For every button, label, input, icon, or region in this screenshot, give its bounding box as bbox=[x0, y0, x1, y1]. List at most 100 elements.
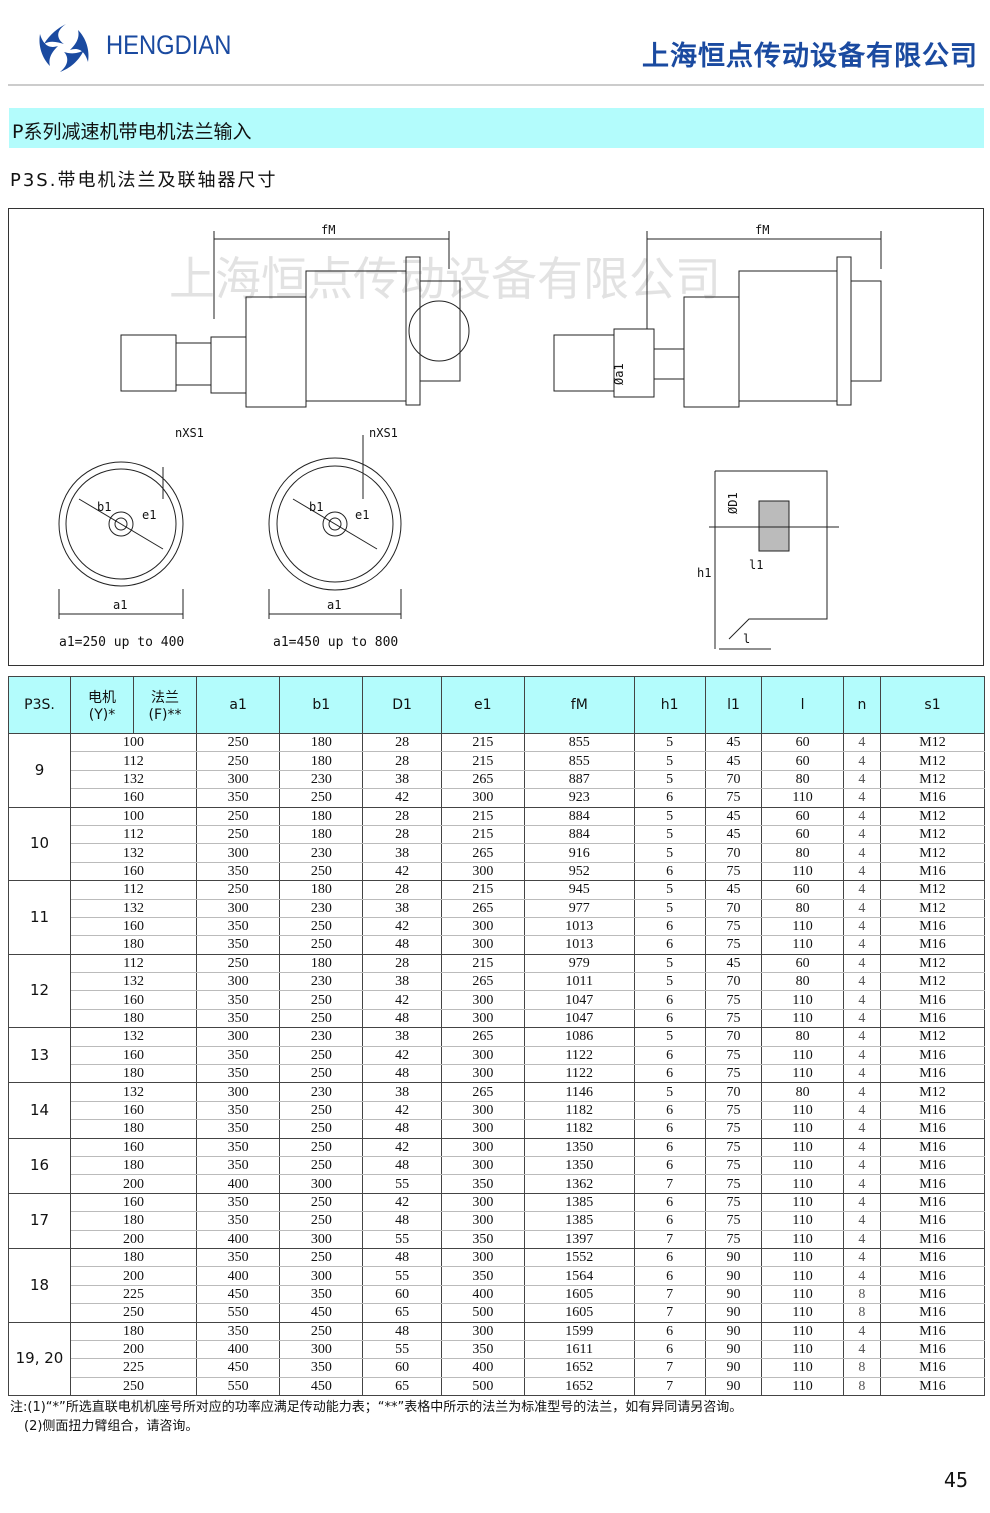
table-cell: 250 bbox=[279, 935, 364, 955]
table-cell: 75 bbox=[704, 935, 763, 955]
table-cell: 42 bbox=[362, 862, 442, 882]
table-cell: 952 bbox=[523, 862, 635, 882]
table-cell: 225 bbox=[70, 1358, 197, 1378]
table-cell: 110 bbox=[761, 788, 844, 808]
header-divider bbox=[8, 84, 984, 86]
table-cell: 300 bbox=[195, 972, 281, 992]
table-cell: 300 bbox=[279, 1230, 364, 1249]
table-cell: 4 bbox=[842, 1248, 882, 1268]
table-cell: 4 bbox=[842, 1266, 882, 1286]
table-cell: 110 bbox=[761, 1285, 844, 1305]
table-cell: 110 bbox=[761, 1046, 844, 1066]
table-cell: 7 bbox=[633, 1303, 706, 1323]
header-p3s: P3S. bbox=[8, 676, 71, 734]
table-cell: 160 bbox=[70, 917, 197, 937]
table-cell: 75 bbox=[704, 1009, 763, 1029]
table-cell: M16 bbox=[880, 788, 985, 808]
table-cell: 350 bbox=[195, 1046, 281, 1066]
dimension-table: P3S. 电机 (Y)* 法兰 (F)** a1 b1 D1 e1 fM h1 l1… bbox=[8, 676, 985, 1397]
table-cell: 350 bbox=[195, 1138, 281, 1157]
table-header-row: P3S. 电机 (Y)* 法兰 (F)** a1 b1 D1 e1 fM h1 l1… bbox=[8, 676, 985, 734]
table-cell: 400 bbox=[195, 1266, 281, 1286]
table-cell: 4 bbox=[842, 825, 882, 845]
table-cell: 28 bbox=[362, 954, 442, 974]
table-cell: 4 bbox=[842, 770, 882, 790]
table-cell: 112 bbox=[70, 954, 197, 974]
table-cell: 1605 bbox=[523, 1303, 635, 1323]
table-cell: 300 bbox=[440, 1138, 525, 1157]
table-cell: 887 bbox=[523, 770, 635, 790]
table-cell: 5 bbox=[633, 751, 706, 771]
table-cell: 75 bbox=[704, 917, 763, 937]
table-cell: 225 bbox=[70, 1285, 197, 1305]
table-cell: 70 bbox=[704, 899, 763, 918]
table-cell: 300 bbox=[440, 1064, 525, 1084]
table-cell: 450 bbox=[195, 1358, 281, 1378]
table-cell: 300 bbox=[195, 843, 281, 863]
table-cell: 60 bbox=[362, 1358, 442, 1378]
table-cell: 300 bbox=[440, 1193, 525, 1213]
table-cell: 8 bbox=[842, 1377, 882, 1397]
table-cell: M16 bbox=[880, 1174, 985, 1194]
table-cell: 42 bbox=[362, 788, 442, 808]
table-cell: 160 bbox=[70, 788, 197, 808]
table-cell: 1652 bbox=[523, 1358, 635, 1378]
table-cell: 350 bbox=[195, 1211, 281, 1231]
table-cell: 132 bbox=[70, 972, 197, 992]
table-cell: M12 bbox=[880, 899, 985, 918]
table-cell: 4 bbox=[842, 1046, 882, 1066]
table-cell: 110 bbox=[761, 862, 844, 882]
table-cell: 250 bbox=[279, 1009, 364, 1029]
table-cell: 250 bbox=[279, 990, 364, 1010]
table-cell: 28 bbox=[362, 807, 442, 826]
table-cell: 350 bbox=[195, 935, 281, 955]
table-cell: 110 bbox=[761, 1064, 844, 1084]
table-row: 112 250 180 28 215 855 5 45 60 4 M12 bbox=[9, 751, 985, 771]
table-cell: 180 bbox=[279, 751, 364, 771]
table-cell: 230 bbox=[279, 770, 364, 790]
table-cell: 38 bbox=[362, 770, 442, 790]
label-l: l bbox=[743, 632, 750, 646]
size-cell: 10 bbox=[8, 807, 71, 882]
table-cell: 400 bbox=[195, 1230, 281, 1249]
table-cell: 45 bbox=[704, 825, 763, 845]
table-row: 180 350 250 48 300 1350 6 75 110 4 M16 bbox=[9, 1156, 985, 1176]
table-cell: 28 bbox=[362, 751, 442, 771]
header-l1: l1 bbox=[704, 676, 763, 734]
table-cell: M12 bbox=[880, 1082, 985, 1102]
table-cell: 75 bbox=[704, 990, 763, 1010]
table-cell: 110 bbox=[761, 1156, 844, 1176]
table-cell: 4 bbox=[842, 1156, 882, 1176]
table-cell: 250 bbox=[70, 1377, 197, 1397]
table-cell: 60 bbox=[761, 825, 844, 845]
table-cell: 4 bbox=[842, 935, 882, 955]
table-cell: 4 bbox=[842, 972, 882, 992]
table-cell: 90 bbox=[704, 1266, 763, 1286]
table-cell: 250 bbox=[279, 1156, 364, 1176]
table-cell: 132 bbox=[70, 843, 197, 863]
table-row: 160 350 250 42 300 1182 6 75 110 4 M16 bbox=[9, 1101, 985, 1121]
table-cell: 4 bbox=[842, 1174, 882, 1194]
table-cell: 1564 bbox=[523, 1266, 635, 1286]
header-fM: fM bbox=[523, 676, 635, 734]
table-cell: 450 bbox=[279, 1377, 364, 1397]
table-cell: 180 bbox=[70, 1009, 197, 1029]
table-cell: 350 bbox=[279, 1358, 364, 1378]
table-cell: M16 bbox=[880, 1248, 985, 1268]
table-cell: 250 bbox=[195, 825, 281, 845]
table-row: 180 350 250 48 300 1013 6 75 110 4 M16 bbox=[9, 935, 985, 955]
table-cell: M16 bbox=[880, 1377, 985, 1397]
table-row: 225 450 350 60 400 1605 7 90 110 8 M16 bbox=[9, 1285, 985, 1305]
table-cell: 979 bbox=[523, 954, 635, 974]
table-cell: 215 bbox=[440, 880, 525, 900]
table-cell: 350 bbox=[195, 1064, 281, 1084]
table-cell: 350 bbox=[195, 917, 281, 937]
table-cell: 60 bbox=[761, 880, 844, 900]
table-row: 200 400 300 55 350 1564 6 90 110 4 M16 bbox=[9, 1266, 985, 1286]
table-cell: 884 bbox=[523, 825, 635, 845]
table-cell: M12 bbox=[880, 825, 985, 845]
table-cell: 8 bbox=[842, 1303, 882, 1323]
table-cell: 300 bbox=[440, 1248, 525, 1268]
table-cell: 45 bbox=[704, 751, 763, 771]
label-a1-right: a1 bbox=[327, 598, 341, 612]
